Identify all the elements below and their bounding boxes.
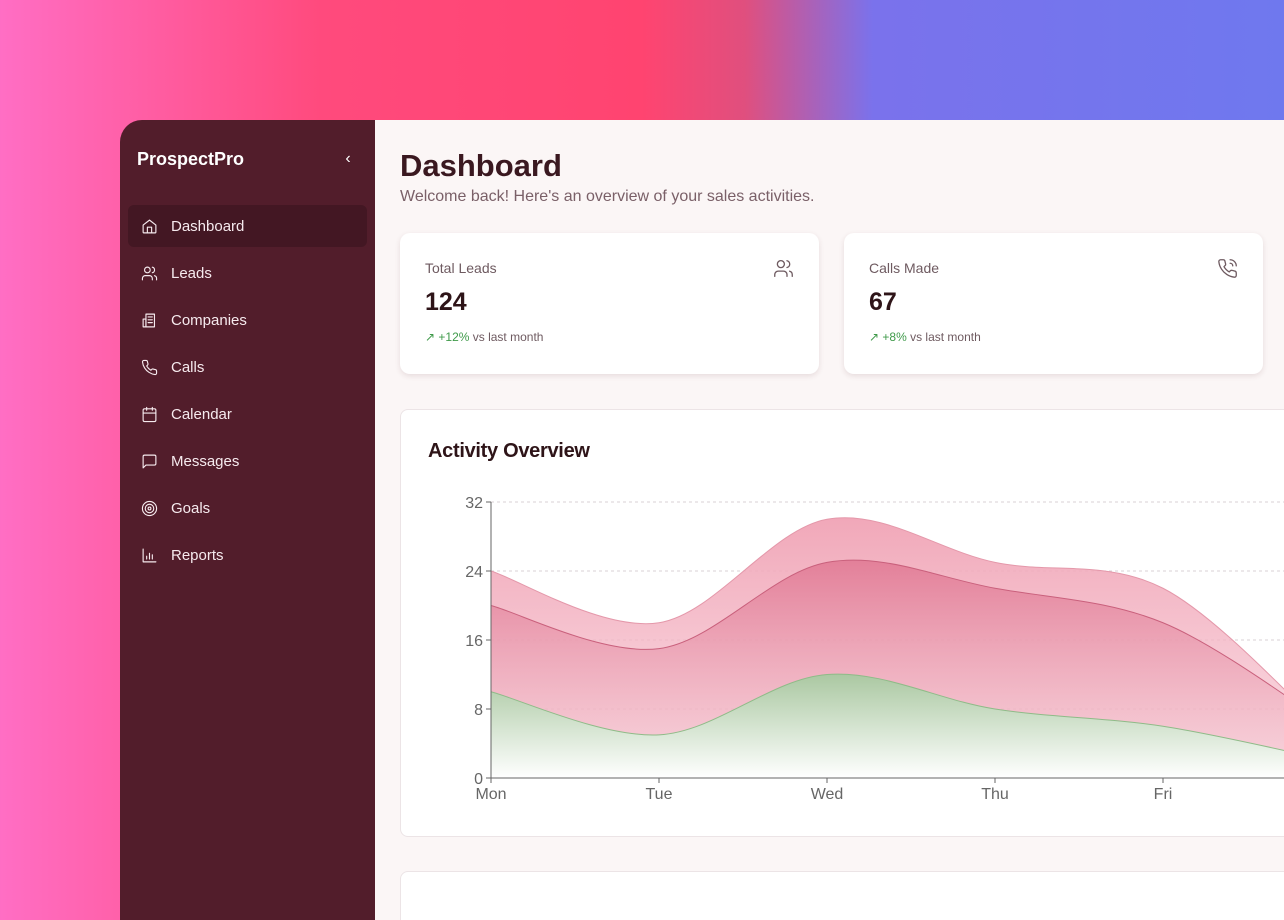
stat-label: Calls Made [869, 260, 940, 276]
page-title: Dashboard [400, 148, 562, 183]
brand-logo: ProspectPro [137, 148, 245, 169]
sidebar-item-label: Reports [171, 546, 224, 564]
y-tick-label: 24 [465, 564, 483, 581]
line-series-0 [490, 517, 1284, 690]
sidebar-item-companies[interactable]: Companies [128, 299, 367, 341]
home-icon [142, 219, 157, 233]
sidebar: ProspectPro ‹ Dashboard Leads Companies … [120, 120, 375, 920]
sidebar-item-calendar[interactable]: Calendar [128, 393, 367, 435]
arrow-up-right-icon: ↗ [425, 330, 439, 344]
stat-trend: ↗ +8% vs last month [869, 330, 1238, 344]
stat-card-total-leads: Total Leads 124 ↗ +12% vs last month [400, 233, 819, 374]
stat-card-calls-made: Calls Made 67 ↗ +8% vs last month [844, 233, 1263, 374]
sidebar-item-messages[interactable]: Messages [128, 440, 367, 482]
area-series-2 [491, 674, 1284, 778]
x-tick-label: Fri [1154, 786, 1173, 803]
chevron-left-icon[interactable]: ‹ [345, 150, 351, 167]
calendar-icon [142, 406, 157, 422]
sidebar-item-label: Companies [171, 311, 247, 329]
target-icon [141, 500, 158, 516]
sidebar-item-goals[interactable]: Goals [128, 487, 367, 529]
sidebar-item-dashboard[interactable]: Dashboard [128, 205, 367, 247]
sidebar-nav: Dashboard Leads Companies Calls Calendar… [128, 205, 367, 576]
stat-change-suffix: vs last month [469, 330, 544, 344]
y-tick-label: 8 [474, 702, 483, 719]
stat-label: Total Leads [425, 260, 497, 276]
sidebar-item-label: Leads [171, 264, 212, 282]
y-tick-label: 0 [474, 771, 483, 788]
sidebar-item-label: Dashboard [171, 217, 245, 235]
chart-title: Activity Overview [428, 440, 590, 462]
stat-trend: ↗ +12% vs last month [425, 330, 794, 344]
sidebar-item-leads[interactable]: Leads [128, 252, 367, 294]
bar-chart-icon [142, 548, 157, 562]
page-subtitle: Welcome back! Here's an overview of your… [400, 188, 815, 205]
sidebar-item-calls[interactable]: Calls [128, 346, 367, 388]
main-content: Dashboard Welcome back! Here's an overvi… [375, 120, 1284, 920]
x-tick-label: Mon [475, 786, 506, 803]
phone-icon [141, 359, 158, 375]
y-tick-label: 16 [465, 633, 483, 650]
message-icon [142, 454, 157, 468]
activity-overview-card: Activity Overview 0 8 16 24 32 Mon Tue Wed Thu Fr… [400, 409, 1284, 837]
sidebar-item-label: Calendar [171, 405, 232, 423]
stat-change: +8% [882, 330, 907, 344]
sidebar-item-label: Calls [171, 358, 205, 376]
building-icon [142, 313, 156, 327]
users-icon [774, 259, 793, 278]
y-tick-label: 32 [465, 495, 483, 512]
stat-change: +12% [438, 330, 470, 344]
x-tick-label: Tue [646, 786, 673, 803]
line-series-1 [490, 559, 1284, 696]
stat-value: 124 [425, 288, 467, 316]
sidebar-item-reports[interactable]: Reports [128, 534, 367, 576]
sidebar-item-label: Goals [171, 499, 211, 517]
phone-call-icon [1218, 259, 1237, 278]
sidebar-item-label: Messages [171, 452, 240, 470]
stat-change-suffix: vs last month [906, 330, 981, 344]
x-tick-label: Wed [811, 786, 844, 803]
x-tick-label: Thu [981, 786, 1009, 803]
arrow-up-right-icon: ↗ [869, 330, 883, 344]
stat-value: 67 [869, 288, 897, 316]
line-series-2 [490, 673, 1284, 751]
activity-chart: 0 8 16 24 32 Mon Tue Wed Thu Fri [465, 495, 1284, 803]
app-window: ProspectPro ‹ Dashboard Leads Companies … [120, 120, 1284, 920]
users-icon [141, 266, 158, 280]
